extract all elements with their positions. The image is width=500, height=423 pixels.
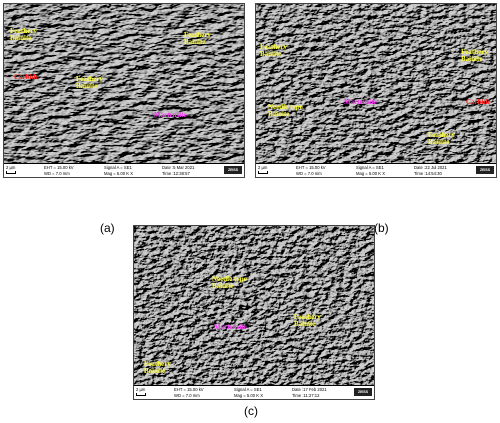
- info-wd: WD = 7.0 mm: [296, 170, 322, 176]
- zeiss-logo: ZEISS: [476, 166, 494, 174]
- info-time: Time :14:54:30: [414, 170, 442, 176]
- zeiss-logo: ZEISS: [354, 388, 372, 396]
- micrograph: Needle type Bainite Feathery Bainite Marte…: [133, 225, 375, 400]
- phase-label: Martensite: [344, 98, 377, 106]
- info-signal: Signal A = SE1: [234, 387, 262, 392]
- info-eht: EHT = 15.00 kV: [44, 165, 74, 170]
- info-signal: Signal A = SE1: [356, 165, 384, 170]
- phase-label: Feathery Bainite: [144, 360, 171, 375]
- phase-label: Feathery Bainite: [76, 75, 103, 90]
- phase-label: Needle type Bainite: [212, 275, 247, 290]
- info-scale: 2 µm: [136, 386, 146, 392]
- phase-label: Martensite: [214, 323, 247, 331]
- phase-label: Carbide: [14, 73, 39, 81]
- info-date: Date :17 Feb 2021: [292, 387, 327, 392]
- info-wd: WD = 7.0 mm: [174, 392, 200, 398]
- info-eht: EHT = 15.00 kV: [296, 165, 326, 170]
- info-time: Time :12:38:57: [162, 170, 190, 176]
- info-scale: 2 µm: [258, 164, 268, 170]
- info-time: Time :11:27:12: [292, 392, 320, 398]
- info-date: Date :5 Mar 2021: [162, 165, 195, 170]
- info-mag: Mag = 5.00 K X: [356, 170, 385, 176]
- info-bar: 2 µm EHT = 15.00 kV WD = 7.0 mm Signal A = …: [4, 163, 244, 177]
- phase-label: Feathery Bainite: [294, 313, 321, 328]
- info-wd: WD = 7.0 mm: [44, 170, 70, 176]
- info-date: Date :22 Jul 2021: [414, 165, 447, 170]
- phase-label: Carbide: [466, 98, 491, 106]
- phase-label: Feathery Bainite: [461, 48, 488, 63]
- sem-texture: [134, 226, 374, 388]
- phase-label: Needle type Bainite: [268, 103, 303, 118]
- info-eht: EHT = 15.00 kV: [174, 387, 204, 392]
- micrograph: Feathery Bainite Feathery Bainite Carbide F…: [3, 3, 245, 178]
- sem-texture: [256, 4, 496, 166]
- info-scale: 2 µm: [6, 164, 16, 170]
- caption: (a): [100, 221, 115, 235]
- micrograph: Feathery Bainite Feathery Bainite Needle t…: [255, 3, 497, 178]
- caption: (c): [244, 404, 258, 418]
- scale-bar: [6, 171, 16, 174]
- sem-texture: [4, 4, 244, 166]
- phase-label: Feathery Bainite: [184, 31, 211, 46]
- info-mag: Mag = 5.00 K X: [234, 392, 263, 398]
- phase-label: Feathery Bainite: [260, 43, 287, 58]
- info-signal: Signal A = SE1: [104, 165, 132, 170]
- scale-bar: [258, 171, 268, 174]
- caption: (b): [374, 221, 389, 235]
- info-bar: 2 µm EHT = 15.00 kV WD = 7.0 mm Signal A = …: [256, 163, 496, 177]
- info-bar: 2 µm EHT = 15.00 kV WD = 7.0 mm Signal A = …: [134, 385, 374, 399]
- info-mag: Mag = 5.00 K X: [104, 170, 133, 176]
- scale-bar: [136, 393, 146, 396]
- phase-label: Feathery Bainite: [428, 131, 455, 146]
- phase-label: Feathery Bainite: [10, 27, 37, 42]
- zeiss-logo: ZEISS: [224, 166, 242, 174]
- phase-label: Martensite: [154, 111, 187, 119]
